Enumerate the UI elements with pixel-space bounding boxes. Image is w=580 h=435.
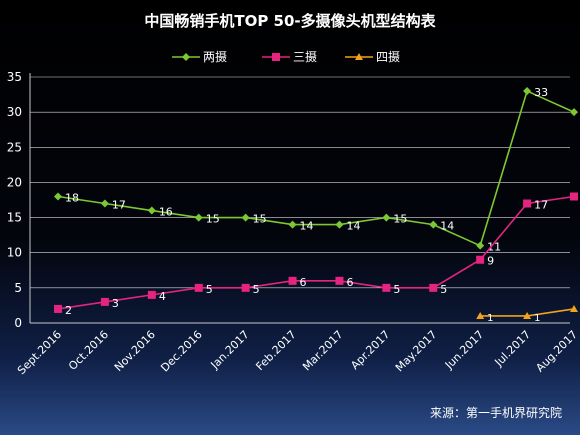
data-point [100,199,109,208]
data-point [382,213,391,222]
data-label: 17 [534,199,548,212]
series-3: 112 [476,304,578,324]
x-tick-label: Nov.2016 [112,328,158,374]
data-label: 14 [440,220,454,233]
gridlines [30,76,570,289]
data-point [335,276,344,285]
data-label: 15 [253,213,267,226]
y-tick-label: 25 [7,140,22,154]
data-point [429,220,438,229]
data-point [335,220,344,229]
data-point [100,297,109,306]
data-point [382,283,391,292]
data-point [570,304,578,312]
y-tick-label: 30 [7,105,22,119]
y-tick-label: 20 [7,175,22,189]
y-tick-label: 35 [7,70,22,84]
data-label: 15 [206,213,220,226]
data-point [476,311,485,319]
axes [29,73,570,324]
x-tick-label: Jul.2017 [492,328,534,370]
series-1: 181716151514141514113330 [54,86,578,254]
y-tick-label: 0 [14,316,22,330]
data-point [523,87,532,96]
data-label: 16 [159,206,173,219]
y-axis-ticks: 0 5 10 15 20 25 30 35 [7,70,22,330]
data-label: 1 [534,313,540,324]
data-point [288,220,297,229]
data-label: 1 [487,313,493,324]
legend-label: 四摄 [376,49,400,64]
source-note: 来源：第一手机界研究院 [430,405,562,420]
data-point [523,311,532,319]
data-label: 5 [206,283,213,296]
legend-label: 两摄 [203,49,227,64]
x-tick-label: May.2017 [393,328,439,374]
data-point [147,290,156,299]
x-axis-ticks: Sept.2016 Oct.2016 Nov.2016 Dec.2016 Jan.201… [15,328,580,377]
data-label: 5 [393,283,400,296]
data-point [476,255,485,264]
data-point [429,283,438,292]
data-label: 17 [112,199,126,212]
data-label: 2 [65,304,72,317]
data-label: 18 [65,191,79,204]
x-tick-label: Apr.2017 [348,328,392,372]
data-label: 9 [487,255,494,268]
series-line [57,195,575,310]
x-tick-label: Oct.2016 [66,328,111,373]
data-point [182,53,190,61]
x-tick-label: Sept.2016 [15,328,64,377]
x-tick-label: Aug.2017 [533,328,580,375]
x-tick-label: Feb.2017 [253,328,298,373]
data-point [241,213,250,222]
y-tick-label: 15 [7,211,22,225]
series-2: 2 3 4 5 5 6 6 5 5 9 17 18 [54,192,578,317]
y-tick-label: 5 [14,281,22,295]
data-point [570,108,578,117]
data-label: 5 [440,283,447,296]
data-point [194,283,203,292]
data-point [147,206,156,215]
data-point [54,192,62,201]
y-tick-label: 10 [7,246,22,260]
series-line [57,89,575,247]
data-label: 6 [346,276,353,289]
series-layer: 1817161515141415141133302345566559171811… [54,86,578,324]
x-tick-label: Mar.2017 [300,328,345,373]
data-label: 6 [300,276,307,289]
data-label: 4 [159,290,166,303]
data-point [570,192,578,201]
data-point [523,199,532,208]
data-point [355,53,363,60]
data-point [194,213,203,222]
data-label: 3 [112,297,119,310]
data-label: 14 [346,220,360,233]
data-label: 15 [393,213,407,226]
x-tick-label: Jun.2017 [442,328,486,372]
chart-title: 中国畅销手机TOP 50-多摄像头机型结构表 [144,12,436,30]
data-point [476,241,485,250]
data-point [241,283,250,292]
legend: 两摄 三摄 四摄 [172,49,400,64]
x-tick-label: Jan.2017 [208,328,252,372]
data-label: 14 [300,220,314,233]
legend-label: 三摄 [293,49,317,64]
data-point [54,304,62,313]
x-tick-label: Dec.2016 [158,328,205,375]
data-point [288,276,297,285]
data-label: 5 [253,283,260,296]
data-label: 11 [487,241,501,254]
data-label: 33 [534,86,548,99]
data-point [272,53,280,61]
